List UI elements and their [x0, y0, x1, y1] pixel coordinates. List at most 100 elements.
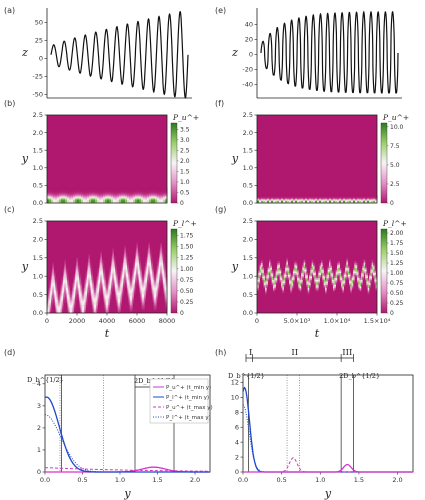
heatmap-cell-b — [163, 193, 166, 195]
heatmap-cell-b — [101, 201, 104, 202]
heatmap-cell-c — [104, 279, 106, 282]
heatmap-cell-c — [161, 256, 164, 259]
heatmap-cell-c — [121, 264, 124, 267]
heatmap-cell-c — [47, 309, 49, 312]
heatmap-cell-c — [105, 286, 108, 289]
heatmap-cell-c — [49, 302, 52, 305]
heatmap-cell-c — [61, 287, 64, 290]
heatmap-cell-c — [97, 292, 100, 295]
heatmap-cell-c — [108, 281, 110, 284]
heatmap-cell-c — [107, 294, 109, 297]
heatmap-cell-g — [262, 277, 264, 280]
heatmap-cell-c — [56, 299, 58, 302]
heatmap-cell-b — [79, 198, 82, 200]
heatmap-cell-c — [93, 306, 96, 309]
heatmap-cell-g — [281, 281, 283, 284]
heatmap-cell-g — [257, 274, 259, 277]
heatmap-cell-b — [141, 194, 144, 196]
heatmap-cell-c — [132, 274, 134, 277]
heatmap-cell-g — [279, 274, 282, 277]
heatmap-cell-c — [116, 299, 118, 302]
heatmap-cell-c — [147, 252, 149, 255]
heatmap-cell-f — [357, 195, 360, 197]
heatmap-cell-c — [73, 284, 76, 287]
heatmap-cell-c — [131, 297, 133, 300]
heatmap-cell-c — [120, 279, 122, 282]
heatmap-cell-c — [107, 302, 109, 305]
heatmap-cell-b — [131, 200, 134, 202]
heatmap-cell-b — [83, 192, 86, 194]
heatmap-cell-b — [129, 195, 132, 197]
heatmap-cell-b — [55, 187, 58, 189]
heatmap-cell-f — [261, 199, 264, 200]
heatmap-cell-b — [95, 195, 98, 197]
heatmap-cell-b — [103, 197, 106, 199]
heatmap-cell-b — [107, 199, 110, 200]
heatmap-cell-c — [133, 271, 136, 274]
heatmap-cell-c — [87, 264, 89, 267]
heatmap-cell-c — [145, 264, 148, 267]
heatmap-cell-f — [341, 198, 344, 199]
heatmap-cell-c — [56, 306, 58, 309]
heatmap-cell-f — [263, 200, 266, 202]
heatmap-cell-b — [95, 193, 98, 195]
heatmap-cell-f — [297, 199, 300, 201]
heatmap-cell-b — [55, 187, 58, 189]
heatmap-cell-f — [271, 197, 274, 199]
heatmap-cell-f — [257, 197, 260, 198]
heatmap-cell-b — [137, 194, 140, 196]
heatmap-cell-b — [163, 191, 166, 193]
heatmap-cell-f — [347, 201, 350, 202]
heatmap-cell-c — [152, 286, 154, 289]
heatmap-cell-c — [129, 302, 132, 305]
heatmap-cell-b — [81, 198, 84, 200]
heatmap-cell-c — [121, 286, 124, 289]
heatmap-cell-c — [96, 301, 98, 304]
heatmap-cell-b — [119, 189, 122, 191]
heatmap-cell-b — [87, 187, 90, 189]
heatmap-cell-f — [285, 200, 288, 201]
heatmap-cell-f — [277, 195, 280, 197]
heatmap-cell-f — [353, 195, 356, 197]
heatmap-cell-b — [99, 193, 102, 195]
heatmap-cell-f — [363, 198, 366, 200]
heatmap-cell-c — [101, 277, 104, 280]
heatmap-cell-f — [305, 196, 308, 198]
heatmap-cell-c — [163, 289, 165, 292]
heatmap-cell-f — [259, 198, 262, 200]
heatmap-cell-c — [141, 287, 144, 290]
heatmap-cell-c — [63, 279, 65, 282]
heatmap-cell-f — [297, 201, 300, 203]
heatmap-cell-f — [311, 196, 314, 198]
heatmap-cell-c — [51, 296, 53, 299]
heatmap-cell-b — [53, 194, 56, 196]
heatmap-cell-f — [323, 196, 326, 198]
heatmap-cell-b — [113, 196, 116, 198]
heatmap-cell-c — [60, 284, 62, 287]
heatmap-cell-f — [369, 197, 372, 199]
heatmap-cell-f — [309, 199, 312, 201]
heatmap-cell-f — [273, 195, 276, 197]
heatmap-cell-c — [59, 302, 61, 305]
heatmap-cell-b — [161, 197, 164, 199]
heatmap-cell-f — [265, 197, 268, 199]
heatmap-cell-f — [271, 198, 274, 200]
heatmap-cell-f — [337, 196, 340, 198]
heatmap-cell-b — [77, 195, 80, 197]
heatmap-cell-b — [165, 199, 168, 200]
heatmap-cell-f — [349, 195, 352, 197]
heatmap-cell-c — [121, 282, 124, 285]
heatmap-cell-f — [275, 199, 278, 201]
heatmap-cell-f — [273, 195, 276, 197]
heatmap-cell-b — [163, 197, 166, 199]
heatmap-cell-b — [143, 188, 146, 190]
heatmap-cell-c — [67, 306, 69, 309]
heatmap-cell-c — [151, 274, 153, 277]
heatmap-cell-c — [161, 282, 164, 285]
heatmap-cell-b — [101, 199, 104, 201]
heatmap-cell-b — [55, 189, 58, 191]
heatmap-cell-b — [111, 188, 114, 190]
heatmap-cell-f — [265, 198, 268, 200]
heatmap-cell-c — [113, 289, 116, 292]
heatmap-cell-b — [139, 187, 142, 189]
